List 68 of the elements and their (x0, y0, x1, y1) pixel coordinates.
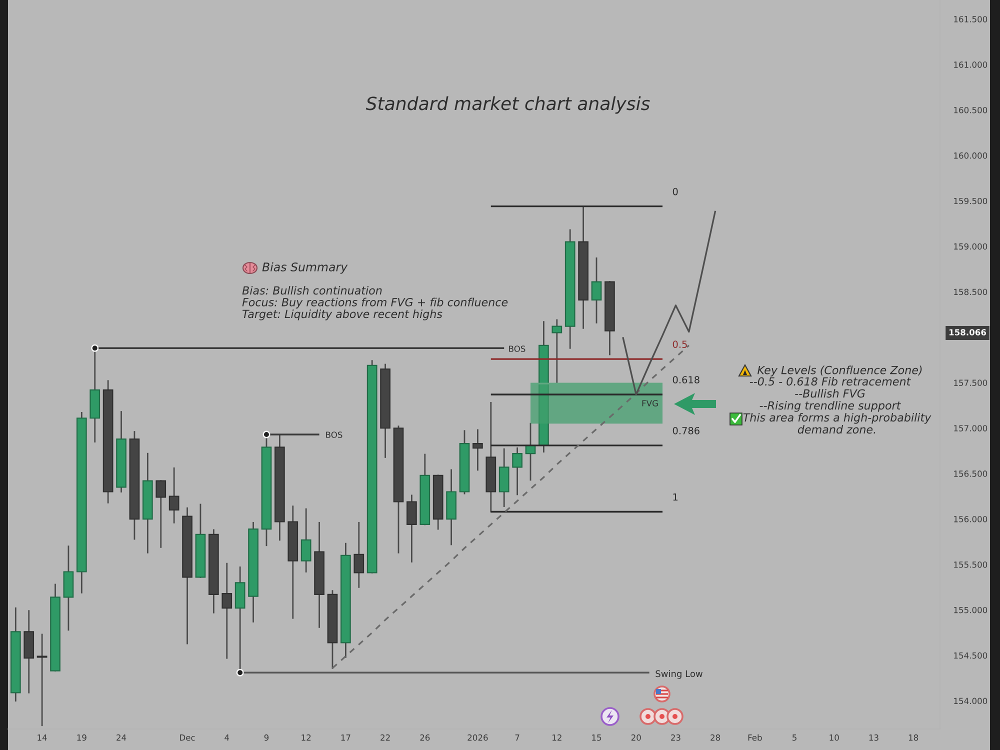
x-tick-label: 17 (341, 734, 350, 741)
y-tick-label: 158.500 (954, 288, 988, 296)
y-tick-label: 161.500 (954, 16, 988, 22)
x-tick-label: Dec (180, 734, 195, 741)
y-tick-label: 155.500 (954, 561, 988, 568)
candlestick (406, 494, 417, 562)
x-tick-label: 28 (710, 734, 720, 741)
x-tick-label: 18 (908, 734, 918, 741)
candlestick (512, 447, 522, 496)
annotation: --0.5 - 0.618 Fib retracement --Bullish FVG --Rising trendline support (750, 377, 911, 412)
x-tick-label: 26 (420, 734, 430, 741)
candlestick (354, 522, 364, 588)
series-label: 0.5 (672, 340, 687, 348)
candlestick (552, 319, 562, 384)
annotation: Bias Summary (262, 262, 348, 274)
x-tick-label: 5 (792, 734, 796, 741)
candlestick (222, 562, 232, 659)
candlestick (156, 480, 166, 548)
y-tick-label: 159.000 (954, 243, 988, 250)
line-series (622, 210, 716, 396)
candlestick (591, 257, 602, 324)
point (262, 430, 270, 438)
annotation: Key Levels (Confluence Zone) (757, 366, 922, 376)
candlestick (36, 634, 48, 726)
candlestick (168, 467, 180, 524)
y-tick-label: 154.000 (954, 698, 988, 704)
y-tick-label: 157.000 (954, 425, 988, 432)
x-tick-label: 12 (552, 734, 562, 741)
y-tick-label: 156.000 (954, 516, 988, 522)
x-tick-label: 7 (515, 734, 520, 741)
y-tick-label: 156.500 (954, 470, 988, 477)
annotation: This area forms a high-probability demand zone. (743, 413, 932, 434)
x-tick-label: 19 (77, 734, 86, 741)
candlestick (472, 429, 483, 471)
x-tick-label: 10 (830, 734, 839, 741)
series-label: 0.786 (672, 426, 700, 434)
x-tick-label: 22 (380, 734, 390, 741)
y-tick-label: 160.500 (954, 106, 988, 114)
x-tick-label: 23 (671, 734, 680, 741)
x-tick-label: 2026 (468, 734, 488, 741)
x-tick-label: 20 (631, 734, 641, 741)
x-tick-label: 12 (302, 734, 311, 741)
candlestick (300, 508, 312, 572)
point (236, 668, 244, 676)
x-tick-label: 15 (592, 734, 602, 741)
y-tick-label: 159.500 (954, 198, 988, 204)
series-label: 0 (672, 188, 678, 196)
series-label: 0.618 (672, 376, 700, 384)
text: Standard market chart analysis (366, 96, 650, 114)
point (91, 344, 99, 352)
y-tick-label: 155.000 (954, 606, 988, 614)
series-label: 1 (673, 493, 678, 501)
y-tick-label: 157.500 (954, 380, 988, 386)
x-tick-label: 4 (224, 734, 230, 741)
annotation: FVG (642, 400, 658, 406)
annotation: BOS (509, 346, 526, 352)
x-tick-label: 9 (264, 734, 269, 741)
x-tick-label: 13 (869, 734, 878, 741)
y-tick-label: 154.500 (954, 652, 988, 659)
text: 158.066 (949, 329, 986, 336)
y-tick-label: 161.000 (954, 62, 988, 68)
x-tick-label: Feb (748, 734, 762, 741)
x-tick-label: 14 (38, 734, 47, 741)
annotation: BOS (326, 432, 342, 438)
x-tick-label: 24 (116, 734, 126, 741)
y-tick-label: 160.000 (954, 152, 988, 159)
annotation: Bias: Bullish continuation Focus: Buy reactions from FVG + fib confluence Target: Liquidity above recent highs (242, 286, 508, 320)
annotation: Swing Low (656, 670, 702, 679)
